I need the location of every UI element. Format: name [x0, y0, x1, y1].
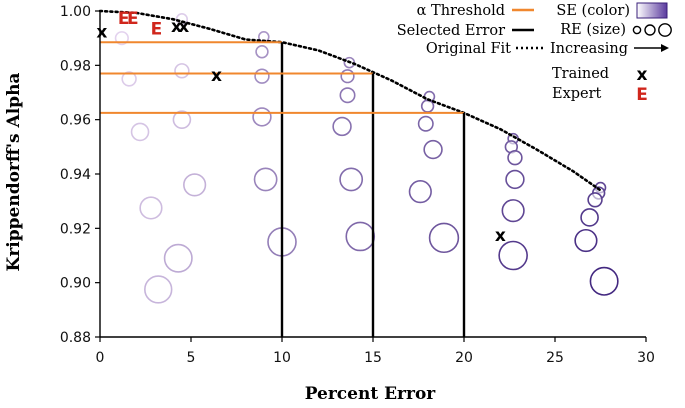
bubble	[345, 221, 376, 252]
expert-marker: E	[151, 20, 163, 40]
bubble	[130, 122, 150, 142]
bubble	[253, 167, 278, 192]
y-tick-label: 0.90	[60, 276, 91, 292]
bubble	[340, 69, 355, 84]
legend-re-large-circle	[658, 23, 672, 37]
legend-selected-error-label: Selected Error	[397, 23, 505, 39]
trained-marker: x	[178, 17, 189, 37]
legend-se-color-label: SE (color)	[556, 3, 630, 19]
legend-original-fit-label: Original Fit	[426, 41, 511, 57]
bubble	[428, 222, 460, 254]
legend-trained-marker: x	[637, 65, 648, 85]
bubble	[254, 68, 270, 84]
tick-labels: 0 5 10 15 20 25 30 0.88 0.90 0.92 0.94 0.96 0.98 1.00	[60, 4, 655, 366]
trained-marker: x	[211, 66, 222, 86]
legend-expert-label: Expert	[552, 86, 602, 102]
original-fit-curve	[98, 9, 602, 192]
bubble	[139, 196, 163, 220]
legend-re-size-label: RE (size)	[560, 22, 626, 38]
trained-marker: x	[171, 17, 182, 37]
trained-marker: x	[495, 226, 506, 246]
bubble	[332, 116, 352, 137]
trained-marker: x	[96, 22, 107, 42]
x-axis-title: Percent Error	[305, 384, 437, 404]
legend: α Threshold Selected Error Original Fit …	[397, 2, 672, 105]
bubble	[183, 173, 207, 197]
bubble	[121, 71, 137, 87]
bubble	[255, 45, 269, 59]
bubble	[505, 169, 525, 190]
legend-re-medium-circle	[644, 24, 656, 36]
x-tick-label: 10	[273, 350, 291, 366]
x-tick-label: 0	[96, 350, 105, 366]
bubble	[163, 243, 193, 273]
bubble	[172, 110, 192, 129]
bubble	[423, 139, 443, 160]
y-tick-label: 1.00	[60, 4, 91, 20]
y-tick-label: 0.96	[60, 113, 91, 129]
y-tick-label: 0.92	[60, 221, 91, 237]
bubble	[339, 167, 364, 192]
x-tick-label: 25	[546, 350, 564, 366]
bubble	[587, 192, 603, 208]
threshold-layer	[100, 41, 466, 337]
legend-trained-label: Trained	[552, 66, 609, 82]
x-tick-label: 30	[637, 350, 655, 366]
bubble	[339, 87, 356, 104]
bubble	[420, 99, 435, 113]
y-axis-title: Krippendorff's Alpha	[4, 73, 24, 272]
x-tick-label: 20	[455, 350, 473, 366]
bubble	[589, 266, 619, 296]
bubble-series	[114, 13, 619, 304]
y-tick-label: 0.94	[60, 167, 91, 183]
bubble	[417, 115, 434, 132]
bubble	[574, 228, 598, 253]
bubble	[498, 240, 528, 271]
legend-expert-marker: E	[636, 85, 648, 105]
bubble	[174, 63, 190, 79]
expert-marker: E	[118, 9, 130, 29]
x-tick-label: 15	[364, 350, 382, 366]
bubble	[501, 199, 525, 223]
x-tick-label: 5	[187, 350, 196, 366]
bubble	[580, 208, 599, 227]
expert-marker: E	[127, 9, 139, 29]
legend-threshold-label: α Threshold	[417, 3, 505, 19]
legend-re-small-circle	[632, 25, 642, 35]
legend-increasing-label: Increasing	[550, 41, 628, 57]
y-tick-label: 0.98	[60, 58, 91, 74]
bubble	[408, 180, 432, 204]
original-fit-layer	[98, 9, 602, 192]
legend-increasing-arrowhead	[661, 44, 669, 52]
legend-se-gradient-bar	[636, 2, 668, 19]
bubble	[252, 107, 272, 127]
bubble	[507, 150, 523, 166]
y-tick-label: 0.88	[60, 330, 91, 346]
bubble	[144, 275, 173, 304]
